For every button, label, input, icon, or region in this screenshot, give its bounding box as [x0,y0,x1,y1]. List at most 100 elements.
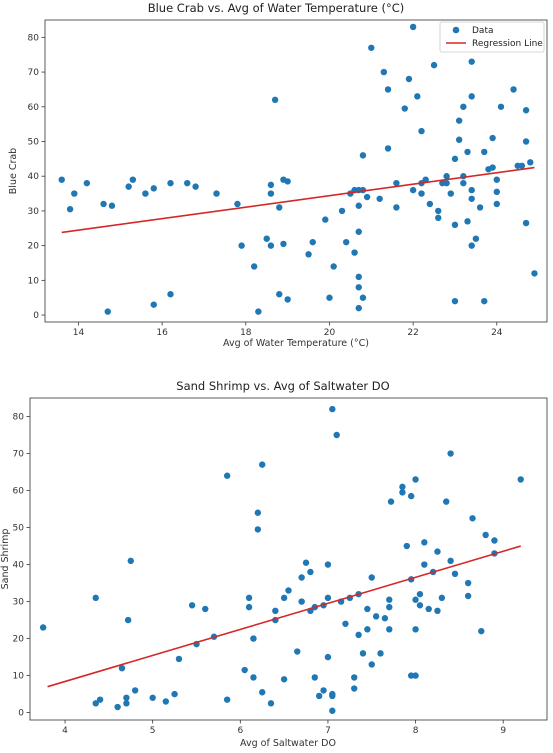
data-point [489,164,496,171]
data-point [386,626,393,633]
data-point [267,190,275,197]
data-point [412,476,419,483]
legend-label-regression: Regression Line [472,39,543,49]
data-point [129,176,137,183]
data-point [460,179,467,187]
data-point [131,687,139,694]
data-point [330,263,337,270]
legend-label-data: Data [472,26,494,36]
data-point [399,483,406,491]
data-point [522,219,530,227]
data-point [464,148,471,156]
data-point [455,117,463,124]
data-point [259,689,266,696]
data-point [125,183,132,190]
x-tick-label: 9 [500,726,506,736]
data-point [276,291,283,298]
data-point [213,190,220,197]
data-point [271,96,279,104]
data-point [83,179,91,187]
data-point [302,559,310,566]
data-point [250,263,258,270]
data-point [245,594,253,602]
data-point [522,107,530,114]
data-point [167,291,174,298]
data-point [188,602,196,609]
data-point [223,472,231,479]
data-point [425,605,432,613]
data-point [412,626,419,633]
data-point [386,596,393,603]
data-point [329,707,336,714]
y-tick-label: 30 [28,207,40,217]
data-point [355,273,362,281]
data-point [434,607,441,615]
data-point [481,148,488,156]
y-tick-label: 20 [28,242,40,252]
chart-sand-shrimp: Sand Shrimp vs. Avg of Saltwater DO 4 5 6 7… [0,379,548,749]
data-point [284,178,291,185]
data-point [150,185,157,192]
data-point [482,531,489,539]
y-tick-label: 20 [13,635,25,645]
data-point [305,251,312,258]
data-point [267,242,275,249]
data-point [393,179,400,187]
data-point [393,204,400,211]
data-point [418,127,425,135]
data-point [114,703,121,711]
data-point [320,687,327,694]
data-point [451,570,459,578]
data-point [384,145,392,152]
data-point [267,181,275,189]
chart-title: Blue Crab vs. Avg of Water Temperature (… [148,1,405,15]
data-point [234,200,241,208]
x-tick-label: 8 [413,726,419,736]
data-point [386,603,393,611]
data-point [241,666,248,674]
y-tick-label: 0 [33,311,39,321]
data-point [447,450,454,457]
data-point [326,294,333,301]
data-point [435,214,442,222]
x-tick-label: 7 [325,726,331,736]
data-point [223,696,231,703]
data-point [476,204,484,211]
data-point [401,105,408,112]
data-point [421,539,428,546]
y-tick-label: 60 [28,103,40,113]
y-tick-label: 80 [13,413,25,423]
data-point [430,61,438,69]
data-point [96,696,104,703]
data-point [298,574,305,581]
data-point [39,624,47,631]
y-axis-label: Blue Crab [8,148,19,194]
regression-line [61,166,535,234]
data-point [259,461,266,468]
data-point [518,162,526,169]
data-point [469,515,476,522]
data-point [416,590,424,598]
y-tick-label: 70 [28,68,40,78]
data-point [468,195,475,202]
data-point [294,648,301,655]
data-point [468,58,475,65]
x-tick-label: 6 [237,726,243,736]
data-point [451,221,459,229]
data-point [435,207,442,215]
data-point [384,86,392,93]
plot-frame [29,397,548,721]
data-point [285,587,292,594]
data-point [464,592,472,600]
data-point [422,176,429,183]
data-point [250,674,257,681]
data-point [338,207,346,215]
data-point [284,296,291,303]
data-point [276,204,283,211]
data-point [100,200,107,208]
data-point [167,179,174,187]
data-point [481,297,488,305]
data-point [464,579,472,587]
y-tick-label: 70 [13,450,25,460]
